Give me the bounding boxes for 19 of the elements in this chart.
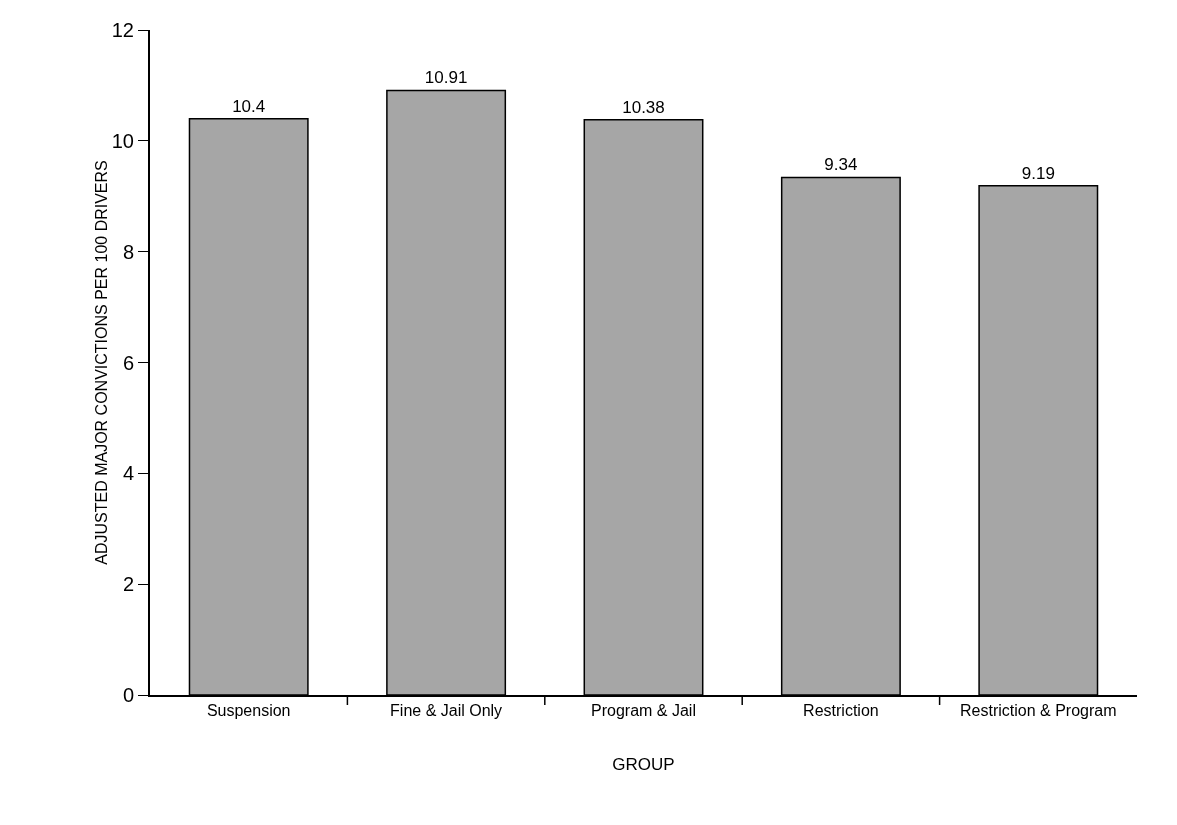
y-tick-label: 0 bbox=[122, 684, 134, 706]
data-label: 10.91 bbox=[424, 68, 468, 88]
y-tick-label: 4 bbox=[122, 462, 134, 485]
x-tick-label: Restriction & Program bbox=[960, 702, 1117, 720]
x-tick-label: Suspension bbox=[206, 702, 291, 720]
data-label: 9.34 bbox=[824, 155, 858, 175]
x-axis-title: GROUP bbox=[612, 755, 675, 775]
y-axis-title: ADJUSTED MAJOR CONVICTIONS PER 100 DRIVERS bbox=[93, 160, 110, 565]
data-label: 10.38 bbox=[622, 97, 665, 117]
y-tick-label: 2 bbox=[122, 573, 134, 596]
y-tick-label: 10 bbox=[111, 129, 134, 152]
x-tick-label: Program & Jail bbox=[591, 702, 696, 720]
data-label: 10.4 bbox=[232, 96, 266, 116]
data-label: 9.19 bbox=[1021, 163, 1055, 183]
x-tick-label: Restriction bbox=[803, 702, 879, 720]
y-tick-label: 8 bbox=[122, 240, 134, 263]
y-tick-label: 12 bbox=[111, 19, 134, 41]
x-tick-label: Fine & Jail Only bbox=[390, 702, 503, 720]
y-tick-label: 6 bbox=[122, 351, 134, 374]
